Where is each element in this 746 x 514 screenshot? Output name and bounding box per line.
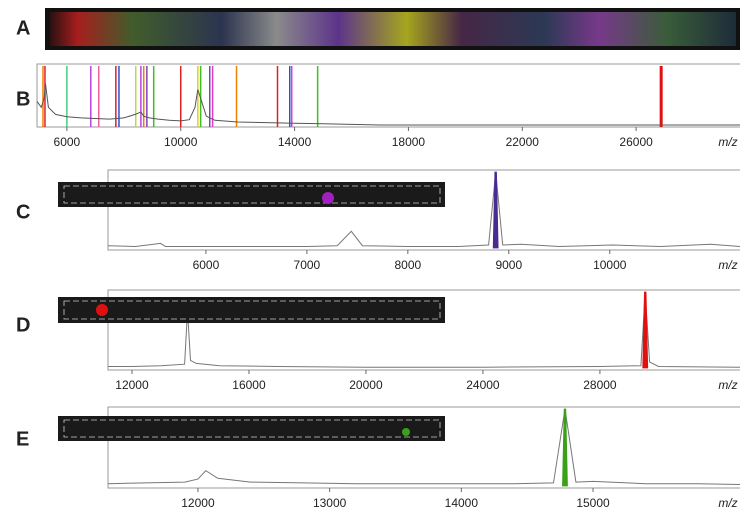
x-tick-label: 6000 [193,258,220,272]
x-tick-label: 8000 [394,258,421,272]
x-tick-label: 7000 [294,258,321,272]
highlight-peak [562,408,568,487]
x-tick-label: 26000 [619,135,653,149]
axis-frame [107,169,740,251]
x-tick-label: 14000 [445,496,479,510]
axis-frame [107,289,740,371]
x-tick-label: 22000 [506,135,540,149]
x-axis-label: m/z [718,378,737,392]
image-strip [50,12,736,46]
axis-frame [107,406,740,489]
axis-frame [36,63,740,128]
x-tick-label: 15000 [576,496,610,510]
x-tick-label: 10000 [593,258,627,272]
panel-label: A [16,17,30,39]
x-axis-label: m/z [718,496,737,510]
panel-label: B [16,88,30,110]
spectrum-line [36,83,740,126]
x-tick-label: 28000 [583,378,617,392]
spectrum-line [107,171,741,248]
x-axis-label: m/z [718,135,737,149]
x-tick-label: 10000 [164,135,198,149]
panel-label: D [16,314,30,336]
panel-label: C [16,201,30,223]
spectrum-line [107,408,741,485]
x-tick-label: 14000 [278,135,312,149]
x-tick-label: 20000 [349,378,383,392]
x-tick-label: 6000 [54,135,81,149]
insets [58,182,445,441]
x-tick-label: 12000 [181,496,215,510]
highlight-peak [642,291,649,369]
x-tick-label: 9000 [495,258,522,272]
panel-label: E [16,428,29,450]
x-tick-label: 12000 [115,378,149,392]
x-tick-label: 24000 [466,378,500,392]
x-axis-label: m/z [718,258,737,272]
x-tick-label: 16000 [232,378,266,392]
x-tick-label: 13000 [313,496,347,510]
x-tick-label: 18000 [392,135,426,149]
highlight-peak [492,171,499,249]
